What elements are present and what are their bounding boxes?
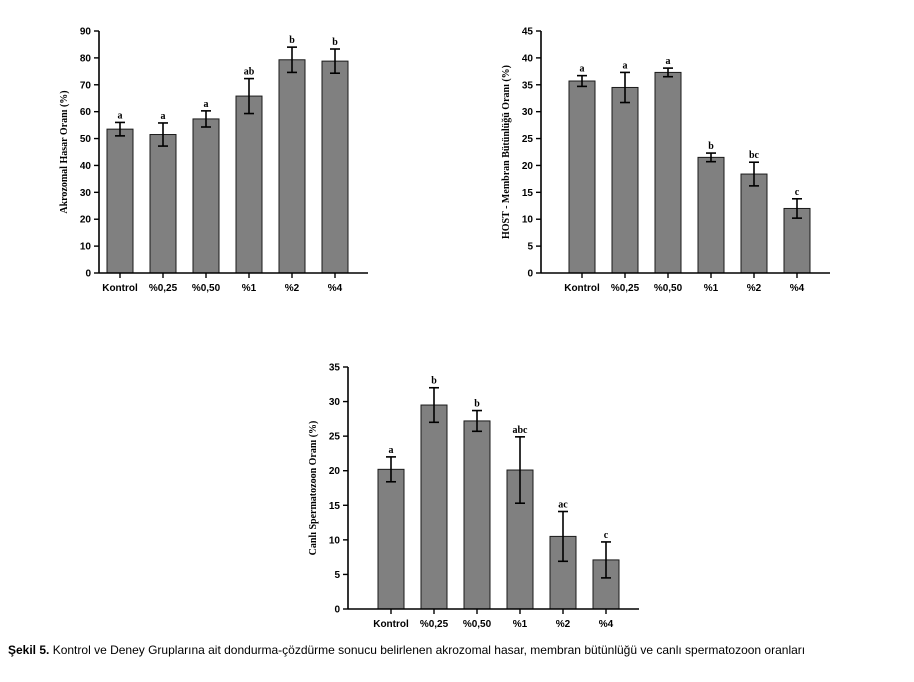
category-label: %2 xyxy=(747,283,762,294)
category-label: Kontrol xyxy=(102,283,138,294)
significance-label: c xyxy=(604,530,609,541)
bar xyxy=(463,420,491,610)
significance-label: b xyxy=(431,376,437,387)
y-axis-label: HOST - Membran Bütünlüğü Oranı (%) xyxy=(501,65,512,239)
significance-label: a xyxy=(666,56,671,67)
y-tick-label: 10 xyxy=(329,535,341,546)
y-tick-label: 15 xyxy=(329,501,341,512)
bar xyxy=(149,134,177,274)
significance-label: a xyxy=(161,111,166,122)
y-tick-label: 90 xyxy=(80,27,92,38)
category-label: %0,25 xyxy=(149,283,178,294)
significance-label: c xyxy=(795,187,800,198)
bar xyxy=(611,86,639,274)
category-label: %4 xyxy=(599,619,614,630)
category-label: %0,25 xyxy=(420,619,449,630)
bar xyxy=(235,95,263,274)
y-tick-label: 15 xyxy=(522,188,534,199)
acrosomal-damage-chart-svg: 0 10 20 30 40 50 60 70 80 90 a Kontrol a %0,25 a %0,50 a… xyxy=(59,27,368,294)
bar xyxy=(106,128,134,274)
y-axis-label: Akrozomal Hasar Oranı (%) xyxy=(59,90,70,213)
category-label: %2 xyxy=(556,619,571,630)
category-label: %0,50 xyxy=(463,619,492,630)
y-tick-label: 35 xyxy=(329,363,341,374)
y-tick-label: 60 xyxy=(80,107,92,118)
significance-label: b xyxy=(332,37,338,48)
significance-label: ac xyxy=(558,500,568,511)
category-label: %0,50 xyxy=(192,283,221,294)
category-label: Kontrol xyxy=(373,619,409,630)
figure-caption: Şekil 5. Kontrol ve Deney Gruplarına ait… xyxy=(8,642,906,658)
y-tick-label: 45 xyxy=(522,27,534,38)
significance-label: a xyxy=(580,64,585,75)
y-tick-label: 20 xyxy=(80,215,92,226)
membrane-integrity-chart-svg: 0 5 10 15 20 25 30 35 40 45 a Kontrol a %0,25 a %0,50 b%… xyxy=(501,27,830,294)
y-tick-label: 20 xyxy=(522,161,534,172)
bar xyxy=(740,173,768,274)
bar xyxy=(321,60,349,274)
significance-label: a xyxy=(204,99,209,110)
category-label: %1 xyxy=(704,283,719,294)
y-tick-label: 10 xyxy=(80,242,92,253)
y-tick-label: 0 xyxy=(85,269,91,280)
significance-label: ab xyxy=(244,67,255,78)
category-label: %4 xyxy=(790,283,805,294)
bar xyxy=(192,118,220,274)
viable-spermatozoa-chart: 0 5 10 15 20 25 30 35 a Kontrol b %0,25 b %0,50 abc %1 a… xyxy=(250,350,690,640)
significance-label: bc xyxy=(749,150,760,161)
bar xyxy=(568,80,596,274)
category-label: Kontrol xyxy=(564,283,600,294)
significance-label: a xyxy=(623,60,628,71)
viable-spermatozoa-chart-svg: 0 5 10 15 20 25 30 35 a Kontrol b %0,25 b %0,50 abc %1 a… xyxy=(308,363,639,630)
y-tick-label: 35 xyxy=(522,80,534,91)
category-label: %1 xyxy=(242,283,257,294)
y-tick-label: 40 xyxy=(522,53,534,64)
category-label: %2 xyxy=(285,283,300,294)
bar xyxy=(377,468,405,610)
bar xyxy=(697,156,725,274)
y-tick-label: 25 xyxy=(329,432,341,443)
figure-caption-label: Şekil 5. xyxy=(8,643,50,657)
y-tick-label: 5 xyxy=(527,242,533,253)
significance-label: a xyxy=(389,445,394,456)
y-axis-label: Canlı Spermatozoon Oranı (%) xyxy=(308,421,319,556)
y-tick-label: 25 xyxy=(522,134,534,145)
significance-label: a xyxy=(118,110,123,121)
y-tick-label: 30 xyxy=(329,397,341,408)
category-label: %0,50 xyxy=(654,283,683,294)
bar xyxy=(420,404,448,610)
y-tick-label: 70 xyxy=(80,80,92,91)
y-tick-label: 40 xyxy=(80,161,92,172)
y-tick-label: 0 xyxy=(334,605,340,616)
y-tick-label: 80 xyxy=(80,53,92,64)
significance-label: b xyxy=(289,35,295,46)
figure-caption-text: Kontrol ve Deney Gruplarına ait dondurma… xyxy=(49,643,806,657)
category-label: %4 xyxy=(328,283,343,294)
significance-label: abc xyxy=(513,425,529,436)
significance-label: b xyxy=(708,141,714,152)
acrosomal-damage-chart: 0 10 20 30 40 50 60 70 80 90 a Kontrol a %0,25 a %0,50 a… xyxy=(0,0,440,310)
membrane-integrity-chart: 0 5 10 15 20 25 30 35 40 45 a Kontrol a %0,25 a %0,50 b%… xyxy=(450,0,890,310)
y-tick-label: 30 xyxy=(522,107,534,118)
y-tick-label: 50 xyxy=(80,134,92,145)
category-label: %1 xyxy=(513,619,528,630)
y-tick-label: 5 xyxy=(334,570,340,581)
y-tick-label: 0 xyxy=(527,269,533,280)
significance-label: b xyxy=(474,399,480,410)
bar xyxy=(654,71,682,274)
y-tick-label: 10 xyxy=(522,215,534,226)
y-tick-label: 20 xyxy=(329,466,341,477)
bar xyxy=(278,59,306,274)
category-label: %0,25 xyxy=(611,283,640,294)
y-tick-label: 30 xyxy=(80,188,92,199)
